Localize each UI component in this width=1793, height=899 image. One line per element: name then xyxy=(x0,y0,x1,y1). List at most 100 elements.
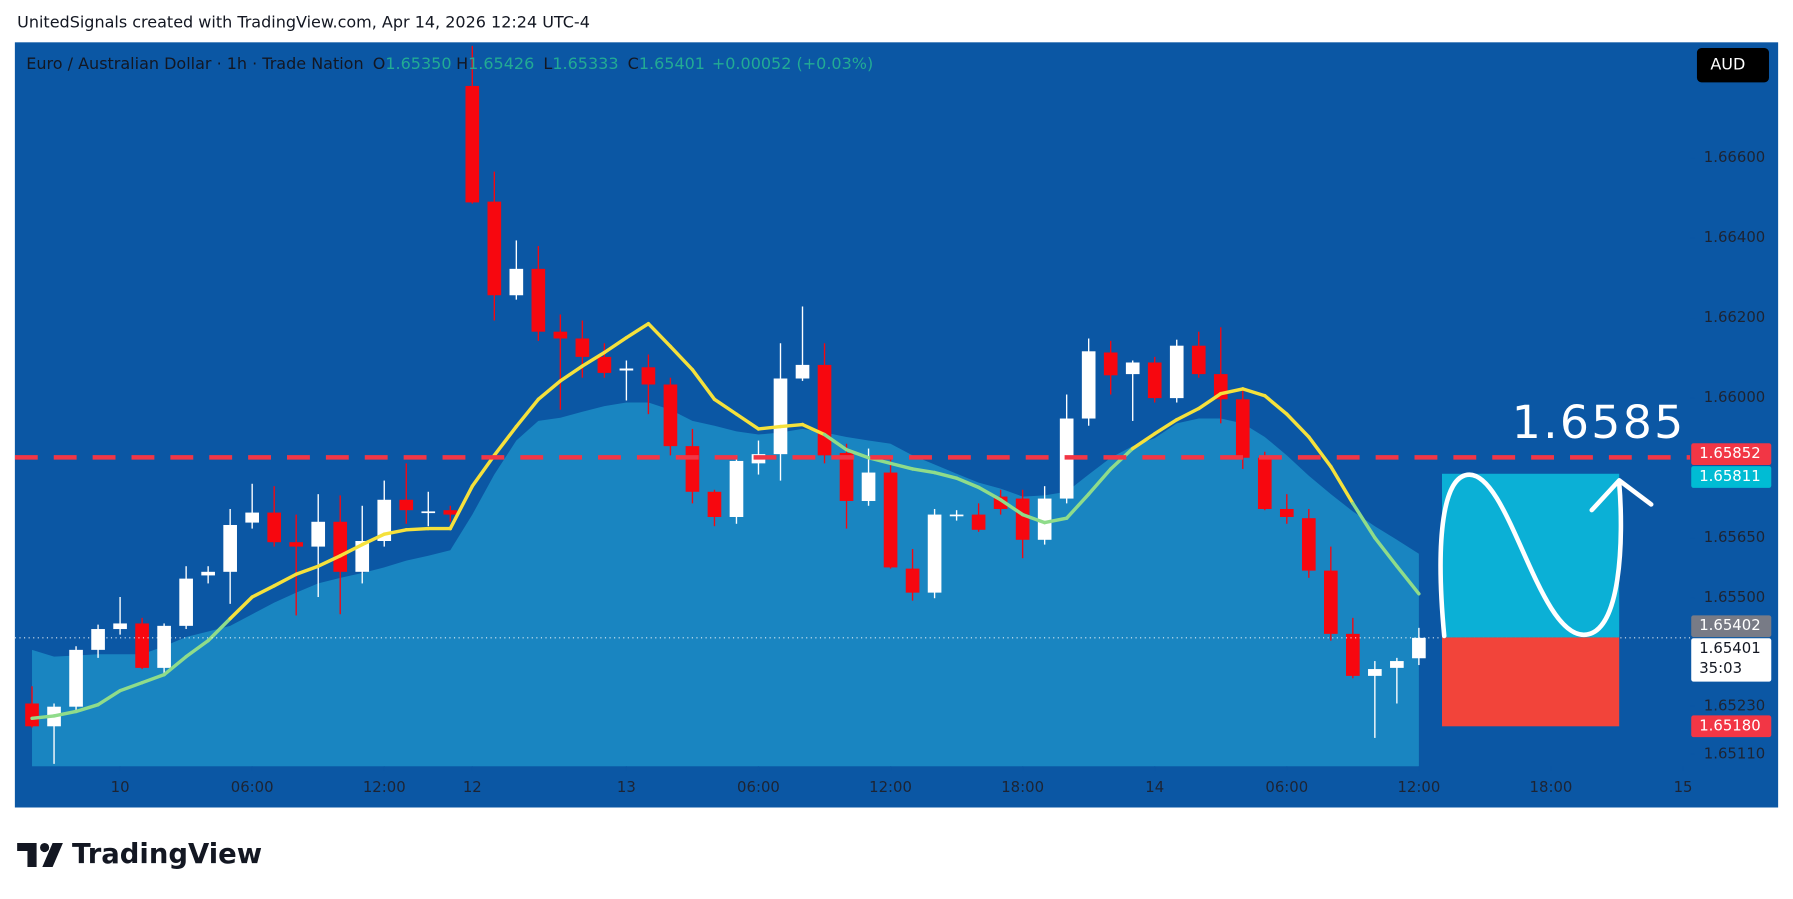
drawn-arrow xyxy=(1438,472,1654,639)
x-tick-label: 10 xyxy=(111,778,130,796)
candle-body xyxy=(399,499,414,511)
candle-body xyxy=(509,268,524,296)
y-tick-label: 1.65230 xyxy=(1704,696,1765,714)
ma-segment xyxy=(1197,391,1223,411)
ohlc-key: O xyxy=(373,54,386,73)
y-tick-label: 1.66000 xyxy=(1704,388,1765,406)
candle-body xyxy=(553,331,568,339)
candle-body xyxy=(91,629,105,650)
ma-segment xyxy=(294,564,320,576)
ohlc-key: C xyxy=(628,54,639,73)
candle-body xyxy=(25,703,39,727)
candle-body xyxy=(927,514,942,593)
ma-segment xyxy=(624,321,651,340)
candle-body xyxy=(597,356,612,373)
ma-segment xyxy=(558,364,585,383)
ma-segment xyxy=(910,467,937,475)
brand-logo: TradingView xyxy=(17,839,262,870)
candle-body xyxy=(333,521,348,572)
ma-segment xyxy=(316,554,342,568)
candle-body xyxy=(1412,637,1426,659)
candle-body xyxy=(795,364,810,379)
ma-segment xyxy=(184,638,210,659)
ma-segment xyxy=(1351,501,1377,540)
ma-segment xyxy=(822,432,849,452)
y-tick-label: 1.66600 xyxy=(1704,148,1765,166)
symbol: Euro / Australian Dollar · 1h · Trade Na… xyxy=(26,54,363,73)
price-tag-label: 1.65402 xyxy=(1699,616,1760,634)
ma-segment xyxy=(646,321,673,349)
candle-body xyxy=(729,460,744,517)
price-tag xyxy=(1691,466,1772,488)
ma-segment xyxy=(1241,387,1267,398)
ma-segment xyxy=(162,654,188,677)
candle-body xyxy=(641,367,656,385)
candle-body xyxy=(377,499,392,541)
ma-segment xyxy=(448,484,475,531)
ma-segment xyxy=(932,470,959,480)
candle-body xyxy=(289,542,304,547)
ma-segment xyxy=(756,424,783,431)
candle-body xyxy=(1390,661,1404,668)
ma-segment xyxy=(734,412,761,431)
ma-segment xyxy=(492,424,519,458)
ohlc-value: 1.65401 xyxy=(639,54,705,73)
ma-segment xyxy=(272,572,298,588)
candle-body xyxy=(1191,345,1206,375)
candle-body xyxy=(157,625,171,668)
ma-segment xyxy=(1020,512,1047,525)
ma-segment xyxy=(118,680,144,693)
ma-segment xyxy=(580,350,607,368)
ohlc-value: 1.65333 xyxy=(552,54,618,73)
ohlc-value: 1.65426 xyxy=(468,54,534,73)
candle-body xyxy=(201,571,215,576)
candle-body xyxy=(839,452,854,501)
candle-body xyxy=(1169,345,1184,399)
candle-body xyxy=(69,649,83,707)
position-layer: 1.6585 xyxy=(1441,396,1683,727)
candle-body xyxy=(223,524,237,572)
x-tick-label: 12:00 xyxy=(869,778,912,796)
candle-body xyxy=(355,540,370,572)
ma-segment xyxy=(602,335,629,355)
candle-body xyxy=(1279,508,1294,517)
x-tick-label: 06:00 xyxy=(737,778,780,796)
ma-segment xyxy=(690,367,717,402)
ma-segment xyxy=(1175,406,1201,422)
currency-button[interactable]: AUD xyxy=(1696,48,1769,83)
ma-segment xyxy=(1373,536,1399,568)
logo-mark xyxy=(40,842,50,853)
currency-label[interactable]: AUD xyxy=(1710,55,1745,74)
candle-body xyxy=(905,568,920,593)
position-profit-zone xyxy=(1441,473,1620,638)
candle-body xyxy=(861,472,876,501)
candle-body xyxy=(707,491,722,517)
x-tick-label: 18:00 xyxy=(1001,778,1044,796)
candle-body xyxy=(1346,633,1360,676)
price-tag-countdown: 35:03 xyxy=(1699,659,1742,677)
ma-segment xyxy=(338,542,364,558)
candle-body xyxy=(487,201,502,296)
price-tag-label: 1.65811 xyxy=(1699,467,1760,485)
currency-button-bg[interactable] xyxy=(1696,48,1769,83)
price-tag-label: 1.65852 xyxy=(1699,444,1760,462)
ma-segment xyxy=(800,422,827,437)
ma-segment xyxy=(206,616,232,643)
x-tick-label: 15 xyxy=(1674,778,1693,796)
y-tick-label: 1.66400 xyxy=(1704,228,1765,246)
x-tick-label: 12:00 xyxy=(1397,778,1440,796)
ma-segment xyxy=(1307,435,1333,469)
ma-segment xyxy=(96,688,122,707)
ma-segment xyxy=(470,453,497,488)
ohlc-key: H xyxy=(456,54,468,73)
candle-body xyxy=(685,446,700,492)
candle-body xyxy=(443,510,458,515)
ma-segment xyxy=(976,485,1003,502)
ma-segment xyxy=(1219,387,1245,396)
candle-body xyxy=(1301,518,1316,571)
candle-body xyxy=(113,623,127,630)
price-tag-label: 1.65401 xyxy=(1699,639,1760,657)
ma-segment xyxy=(1042,516,1069,525)
attribution: UnitedSignals created with TradingView.c… xyxy=(17,12,590,31)
candle-body xyxy=(1125,362,1140,375)
